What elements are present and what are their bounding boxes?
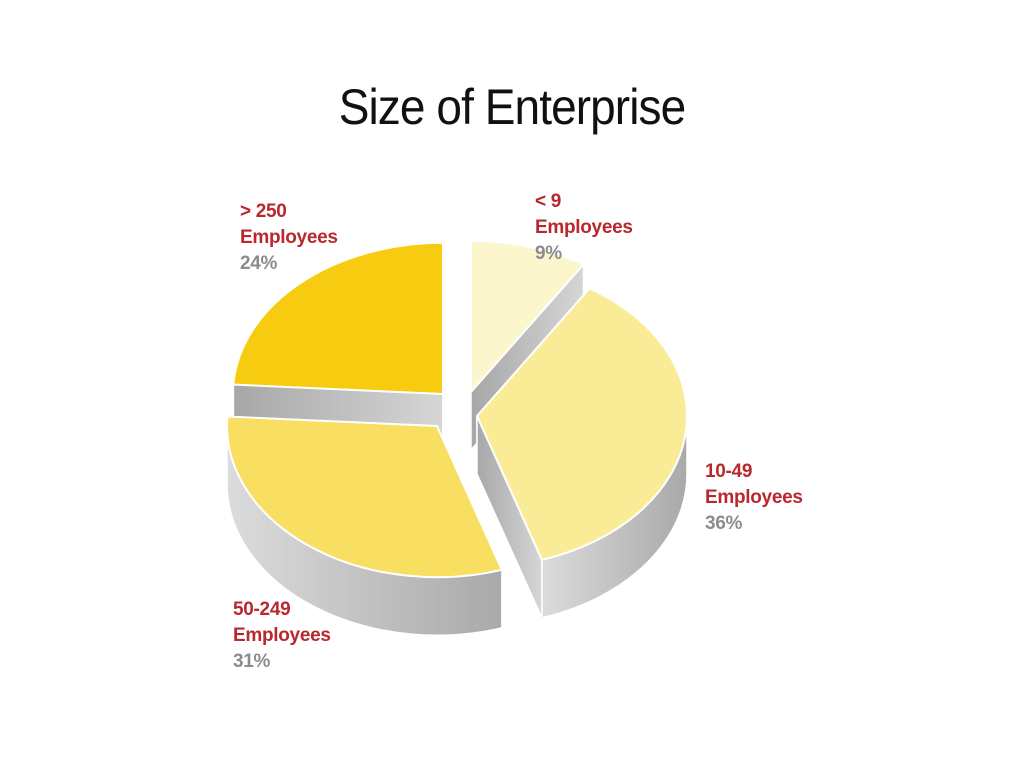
slice-label-s50_249: 50-249 Employees 31% [233, 599, 331, 672]
slice-top-s10_49 [475, 287, 688, 561]
pie-slice-s50_249 [226, 415, 504, 636]
chart-title: Size of Enterprise [338, 79, 686, 135]
slice-label-s250: > 250 Employees 24% [240, 201, 338, 274]
slice-top-s9 [470, 239, 586, 395]
pie-slice-s10_49 [475, 286, 688, 619]
slice-top-s250 [232, 241, 444, 396]
slice-label-s9: < 9 Employees 9% [535, 191, 633, 264]
slice-label-s10_49: 10-49 Employees 36% [705, 461, 803, 534]
slice-top-s50_249 [226, 415, 504, 579]
